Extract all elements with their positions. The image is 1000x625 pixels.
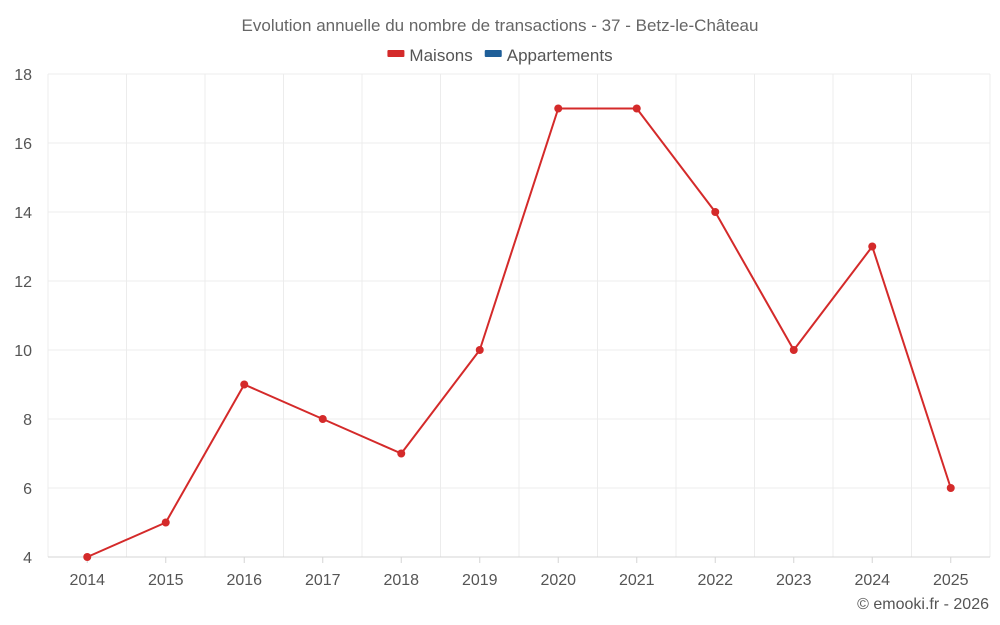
- data-point[interactable]: [397, 449, 406, 458]
- y-tick-label: 18: [14, 67, 32, 84]
- x-tick-label: 2021: [619, 572, 655, 589]
- x-tick-label: 2024: [854, 572, 890, 589]
- data-point[interactable]: [711, 208, 720, 216]
- data-point[interactable]: [161, 518, 170, 527]
- legend-swatch: [387, 50, 405, 57]
- y-tick-label: 4: [23, 550, 32, 567]
- y-tick-label: 10: [14, 343, 32, 360]
- y-tick-label: 8: [23, 412, 32, 429]
- data-point[interactable]: [83, 553, 92, 561]
- x-tick-label: 2025: [933, 572, 969, 589]
- legend-swatch: [484, 50, 502, 57]
- x-tick-label: 2022: [697, 572, 733, 589]
- chart-title: Evolution annuelle du nombre de transact…: [242, 16, 759, 35]
- y-tick-label: 6: [23, 481, 32, 498]
- data-point[interactable]: [632, 104, 641, 113]
- data-point[interactable]: [946, 484, 955, 492]
- x-tick-label: 2014: [69, 572, 105, 589]
- y-tick-label: 14: [14, 205, 32, 222]
- x-tick-label: 2018: [383, 572, 419, 589]
- x-tick-label: 2017: [305, 572, 341, 589]
- x-tick-label: 2020: [540, 572, 576, 589]
- data-point[interactable]: [475, 346, 484, 354]
- data-point[interactable]: [318, 415, 327, 423]
- x-tick-label: 2016: [226, 572, 262, 589]
- x-tick-label: 2019: [462, 572, 498, 589]
- data-point[interactable]: [868, 242, 877, 251]
- legend-item-appartements[interactable]: Appartements: [484, 46, 613, 65]
- legend-label: Appartements: [507, 46, 613, 65]
- y-tick-label: 16: [14, 136, 32, 153]
- data-point[interactable]: [554, 104, 563, 113]
- grid-lines: [47, 73, 991, 557]
- series-layer: [83, 104, 955, 561]
- legend-label: Maisons: [409, 46, 472, 65]
- x-axis: 2014 2015 2016 2017 2018 2019 2020 2021 2022 2023…: [48, 556, 990, 589]
- x-tick-label: 2015: [148, 572, 184, 589]
- data-point[interactable]: [240, 380, 249, 389]
- data-point[interactable]: [789, 346, 798, 354]
- series-line-maisons: [86, 107, 952, 558]
- credit-text[interactable]: © emooki.fr - 2026: [857, 596, 989, 613]
- y-tick-label: 12: [14, 274, 32, 291]
- x-tick-label: 2023: [776, 572, 812, 589]
- legend: Maisons Appartements: [387, 46, 613, 65]
- y-axis: 4 6 8 10 12 14 16 18: [14, 67, 32, 567]
- legend-item-maisons[interactable]: Maisons: [387, 46, 473, 65]
